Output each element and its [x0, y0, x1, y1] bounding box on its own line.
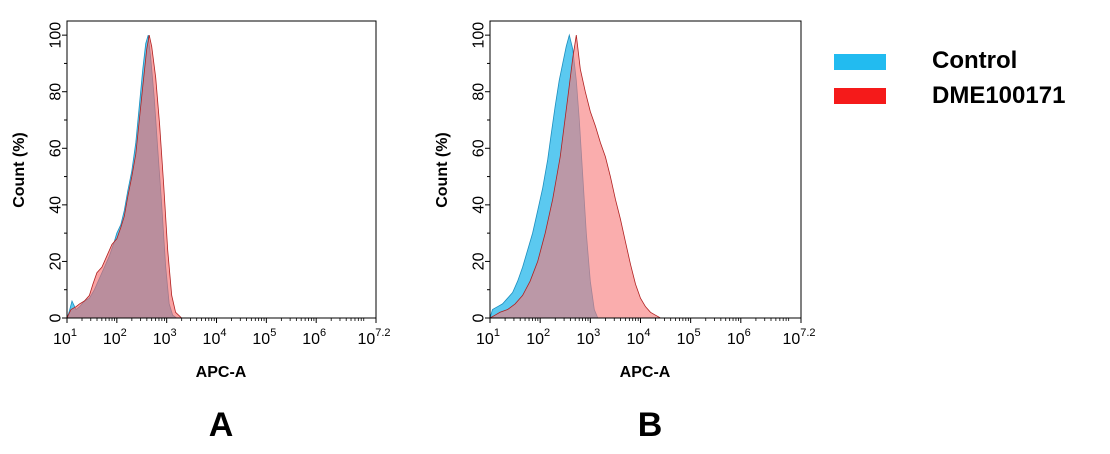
panel-b-xtick-exp: 5 — [694, 327, 700, 339]
panel-a-ytick-label: 40 — [48, 196, 65, 214]
panel-a-series-dme100171-area — [66, 35, 376, 319]
panel-a-xtick-base: 10 — [357, 331, 375, 348]
panel-a-xtick-label: 103 — [153, 327, 177, 348]
panel-b-ytick-label: 100 — [471, 22, 488, 49]
legend-swatch-control — [834, 54, 886, 70]
panel-a-xtick-label: 101 — [53, 327, 77, 348]
panel-a-xtick-exp: 5 — [270, 327, 276, 339]
panel-b-ytick-label: 40 — [471, 196, 488, 214]
panel-b-xtick-label: 105 — [677, 327, 701, 348]
panel-b-xtick-exp: 6 — [745, 327, 751, 339]
panel-a-xtick-exp: 7.2 — [375, 327, 390, 339]
panel-a-xtick-exp: 6 — [320, 327, 326, 339]
panel-a-xtick-label: 104 — [203, 327, 227, 348]
panel-b-xtick-base: 10 — [677, 331, 695, 348]
panel-a-xtick-base: 10 — [203, 331, 221, 348]
panel-a-xtick-label: 106 — [302, 327, 326, 348]
panel-a-xtick-base: 10 — [103, 331, 121, 348]
panel-a-letter: A — [209, 406, 234, 444]
panel-b-xtick-base: 10 — [727, 331, 745, 348]
panel-a-xtick-exp: 3 — [171, 327, 177, 339]
panel-a-ytick-label: 60 — [48, 139, 65, 157]
panel-b-series-dme100171-area — [488, 35, 801, 319]
panel-b-xtick-label: 101 — [476, 327, 500, 348]
panel-a-ytick-label: 100 — [48, 22, 65, 49]
panel-a-plot-layer — [66, 34, 376, 319]
panel-a-xtick-base: 10 — [252, 331, 270, 348]
panel-b-xlabel: APC-A — [620, 364, 671, 381]
panel-b-xtick-base: 10 — [526, 331, 544, 348]
panel-b-xtick-base: 10 — [627, 331, 645, 348]
panel-b-ytick-label: 80 — [471, 83, 488, 101]
panel-b-plot-layer — [488, 33, 801, 319]
panel-b-xtick-exp: 1 — [494, 327, 500, 339]
panel-a-axes-frame — [66, 20, 377, 319]
legend-label-control: Control — [932, 47, 1017, 74]
panel-b-xtick-label: 103 — [576, 327, 600, 348]
panel-a-ytick-label: 80 — [48, 83, 65, 101]
panel-a-xtick-label: 102 — [103, 327, 127, 348]
panel-b-axes-frame — [489, 20, 802, 319]
legend: Control DME100171 — [834, 47, 1065, 109]
legend-swatch-dme100171 — [834, 88, 886, 104]
panel-a-xtick-label: 107.2 — [357, 327, 390, 348]
panel-b-xtick-label: 107.2 — [782, 327, 815, 348]
panel-a-xtick-base: 10 — [53, 331, 71, 348]
panel-b-xtick-base: 10 — [782, 331, 800, 348]
panel-b-ytick-label: 0 — [471, 313, 488, 322]
legend-label-dme100171: DME100171 — [932, 82, 1065, 109]
panel-b-ylabel: Count (%) — [434, 132, 451, 208]
panel-a-ytick-label: 0 — [48, 313, 65, 322]
panel-b-ytick-label: 60 — [471, 139, 488, 157]
panel-a-xtick-base: 10 — [302, 331, 320, 348]
panel-b-xtick-label: 102 — [526, 327, 550, 348]
panel-b-xtick-exp: 2 — [544, 327, 550, 339]
panel-b-xtick-label: 104 — [627, 327, 651, 348]
panel-b-xtick-label: 106 — [727, 327, 751, 348]
panel-b-xtick-exp: 7.2 — [800, 327, 815, 339]
panel-a-xtick-exp: 2 — [121, 327, 127, 339]
panel-b-xtick-exp: 3 — [594, 327, 600, 339]
panel-b-xtick-base: 10 — [476, 331, 494, 348]
panel-a-xtick-base: 10 — [153, 331, 171, 348]
panel-b-letter: B — [638, 406, 663, 444]
panel-a-xtick-exp: 4 — [220, 327, 226, 339]
panel-a-xtick-label: 105 — [252, 327, 276, 348]
panel-b-ytick-label: 20 — [471, 252, 488, 270]
panel-b-xtick-base: 10 — [576, 331, 594, 348]
panel-a-ylabel: Count (%) — [11, 132, 28, 208]
panel-b-xtick-exp: 4 — [644, 327, 650, 339]
panel-a-ytick-label: 20 — [48, 252, 65, 270]
panel-a-xtick-exp: 1 — [71, 327, 77, 339]
panel-a-xlabel: APC-A — [196, 364, 247, 381]
